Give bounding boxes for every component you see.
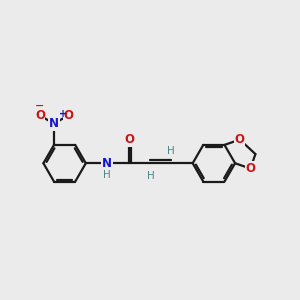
Text: H: H bbox=[167, 146, 175, 156]
Text: N: N bbox=[49, 117, 59, 130]
Text: O: O bbox=[63, 109, 73, 122]
Text: O: O bbox=[245, 162, 255, 175]
Text: +: + bbox=[59, 109, 68, 119]
Text: H: H bbox=[103, 170, 111, 180]
Text: O: O bbox=[124, 133, 134, 146]
Text: −: − bbox=[34, 101, 44, 111]
Text: O: O bbox=[35, 109, 45, 122]
Text: O: O bbox=[235, 133, 245, 146]
Text: N: N bbox=[102, 157, 112, 170]
Text: H: H bbox=[147, 171, 155, 181]
